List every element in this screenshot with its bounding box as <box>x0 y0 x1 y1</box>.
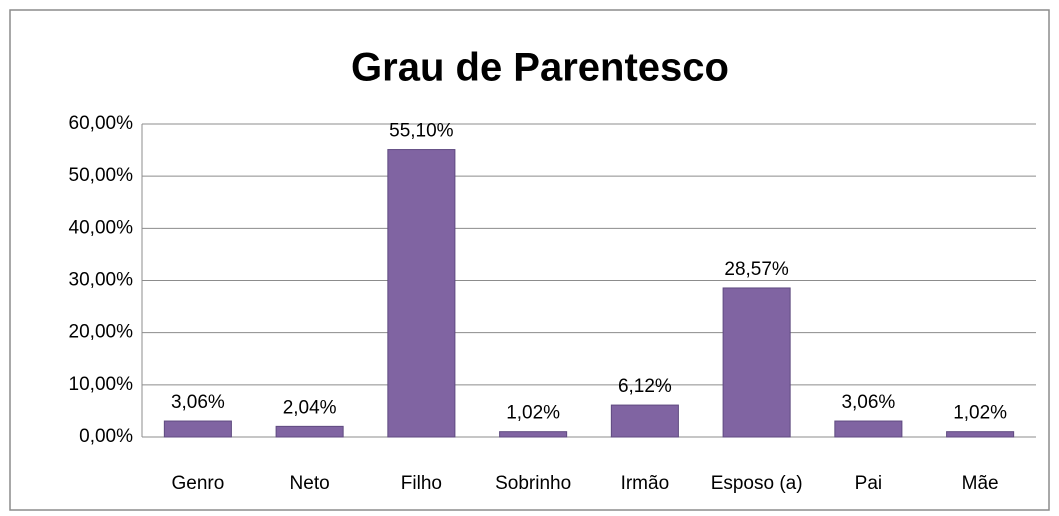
x-tick-label: Filho <box>401 473 442 494</box>
value-label: 2,04% <box>283 397 337 418</box>
y-tick-label: 30,00% <box>69 270 134 291</box>
x-tick-label: Neto <box>290 473 330 494</box>
x-tick-label: Esposo (a) <box>711 473 803 494</box>
x-tick-label: Genro <box>171 473 224 494</box>
value-label: 1,02% <box>953 403 1007 424</box>
value-label: 3,06% <box>171 392 225 413</box>
chart-title: Grau de Parentesco <box>351 46 729 90</box>
bar <box>722 287 791 438</box>
x-tick-label: Irmão <box>621 473 670 494</box>
bar <box>275 425 344 438</box>
y-tick-label: 40,00% <box>69 217 134 238</box>
x-tick-label: Sobrinho <box>495 473 571 494</box>
y-tick-label: 50,00% <box>69 165 134 186</box>
y-tick-label: 20,00% <box>69 322 134 343</box>
value-label: 55,10% <box>389 121 454 142</box>
value-label: 1,02% <box>506 403 560 424</box>
x-tick-label: Mãe <box>962 473 999 494</box>
bar <box>834 420 903 438</box>
bar <box>163 420 232 438</box>
y-tick-label: 60,00% <box>69 113 134 134</box>
bar <box>387 149 456 438</box>
y-tick-label: 10,00% <box>69 374 134 395</box>
bar <box>499 431 568 438</box>
value-label: 3,06% <box>841 392 895 413</box>
bar <box>946 431 1015 438</box>
bar <box>610 404 679 438</box>
value-label: 6,12% <box>618 376 672 397</box>
y-tick-label: 0,00% <box>79 426 133 447</box>
value-label: 28,57% <box>724 259 789 280</box>
x-tick-label: Pai <box>855 473 882 494</box>
